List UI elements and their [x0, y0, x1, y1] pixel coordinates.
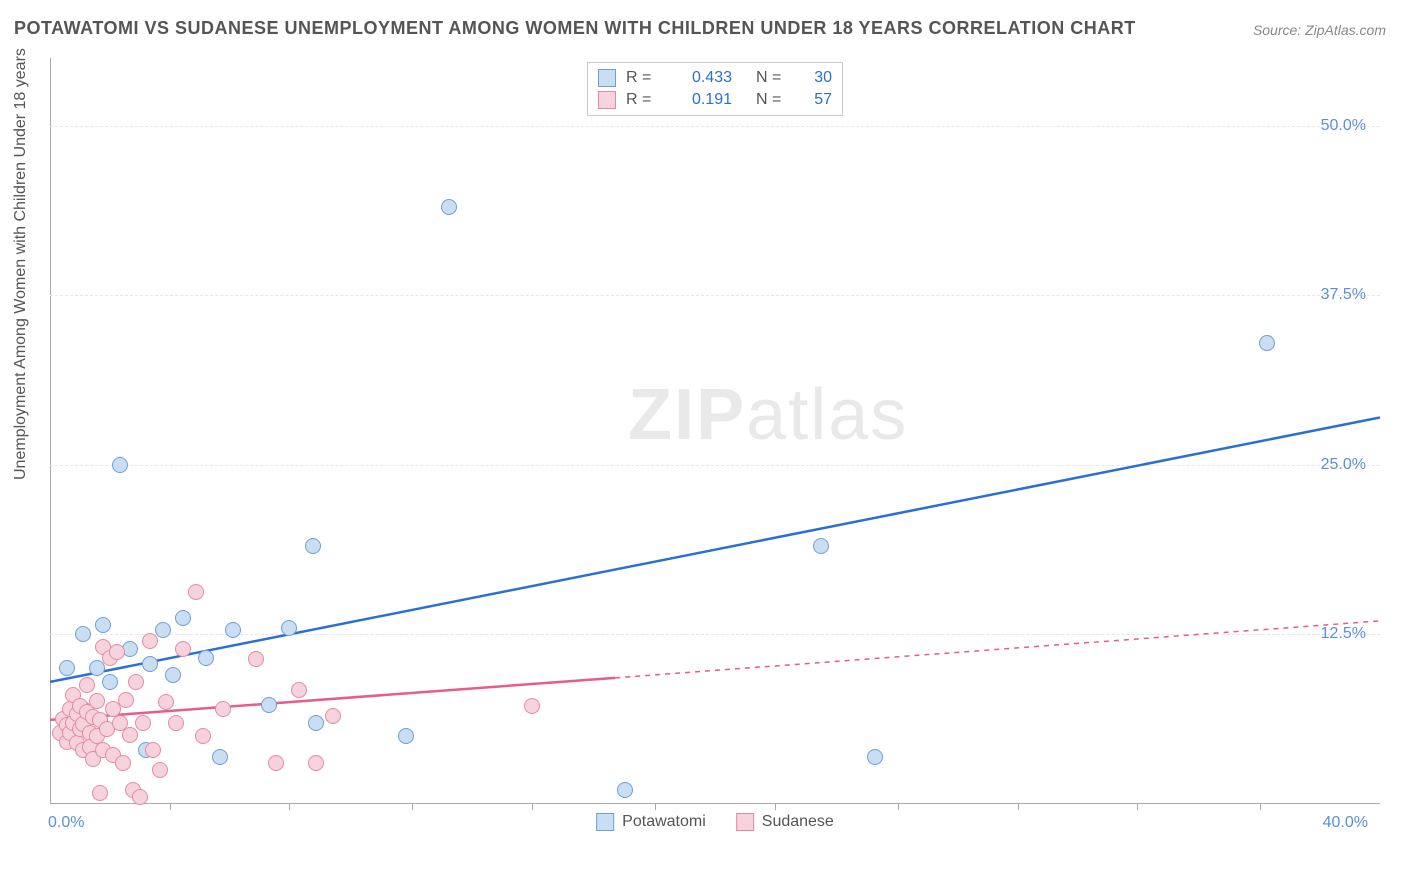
gridline	[50, 295, 1380, 296]
data-point-potawatomi	[867, 749, 883, 765]
data-point-sudanese	[132, 789, 148, 805]
legend-row-sudanese: R = 0.191 N = 57	[598, 89, 832, 111]
x-axis-line	[50, 803, 1380, 804]
legend-label-sudanese: Sudanese	[762, 813, 834, 831]
correlation-legend: R = 0.433 N = 30 R = 0.191 N = 57	[587, 62, 843, 116]
data-point-sudanese	[325, 708, 341, 724]
data-point-potawatomi	[112, 457, 128, 473]
gridline	[50, 126, 1380, 127]
x-tick	[170, 804, 171, 810]
data-point-potawatomi	[308, 715, 324, 731]
data-point-sudanese	[268, 755, 284, 771]
legend-item-sudanese: Sudanese	[736, 813, 834, 831]
data-point-sudanese	[109, 644, 125, 660]
data-point-sudanese	[524, 698, 540, 714]
data-point-potawatomi	[95, 617, 111, 633]
x-tick	[1260, 804, 1261, 810]
data-point-potawatomi	[142, 656, 158, 672]
data-point-potawatomi	[165, 667, 181, 683]
swatch-sudanese	[598, 91, 616, 109]
x-tick	[1018, 804, 1019, 810]
data-point-sudanese	[175, 641, 191, 657]
watermark: ZIPatlas	[628, 374, 908, 456]
r-value-potawatomi: 0.433	[672, 69, 732, 87]
data-point-sudanese	[89, 693, 105, 709]
data-point-potawatomi	[281, 620, 297, 636]
data-point-sudanese	[195, 728, 211, 744]
y-axis-label: Unemployment Among Women with Children U…	[12, 48, 30, 480]
data-point-potawatomi	[198, 650, 214, 666]
n-value-potawatomi: 30	[802, 69, 832, 87]
x-tick	[655, 804, 656, 810]
data-point-sudanese	[152, 762, 168, 778]
n-label: N =	[756, 91, 792, 109]
data-point-potawatomi	[305, 538, 321, 554]
data-point-sudanese	[135, 715, 151, 731]
legend-label-potawatomi: Potawatomi	[622, 813, 706, 831]
data-point-sudanese	[168, 715, 184, 731]
data-point-potawatomi	[1259, 335, 1275, 351]
data-point-potawatomi	[59, 660, 75, 676]
data-point-sudanese	[128, 674, 144, 690]
data-point-sudanese	[122, 727, 138, 743]
r-label: R =	[626, 91, 662, 109]
data-point-sudanese	[215, 701, 231, 717]
swatch-potawatomi	[598, 69, 616, 87]
x-axis-min-label: 0.0%	[48, 814, 84, 832]
data-point-potawatomi	[617, 782, 633, 798]
data-point-sudanese	[248, 651, 264, 667]
x-tick	[289, 804, 290, 810]
data-point-sudanese	[115, 755, 131, 771]
gridline	[50, 634, 1380, 635]
plot-area: ZIPatlas 12.5% 25.0% 37.5% 50.0% 0.0% 40.0%…	[50, 58, 1380, 834]
y-tick-label: 37.5%	[1321, 286, 1366, 304]
x-tick	[532, 804, 533, 810]
x-tick	[412, 804, 413, 810]
data-point-potawatomi	[261, 697, 277, 713]
gridline	[50, 465, 1380, 466]
n-value-sudanese: 57	[802, 91, 832, 109]
data-point-potawatomi	[75, 626, 91, 642]
x-tick	[1137, 804, 1138, 810]
data-point-sudanese	[291, 682, 307, 698]
data-point-sudanese	[308, 755, 324, 771]
swatch-sudanese-icon	[736, 813, 754, 831]
x-axis-max-label: 40.0%	[1323, 814, 1368, 832]
chart-title: POTAWATOMI VS SUDANESE UNEMPLOYMENT AMON…	[14, 18, 1136, 39]
y-tick-label: 25.0%	[1321, 456, 1366, 474]
data-point-sudanese	[158, 694, 174, 710]
x-tick	[898, 804, 899, 810]
data-point-potawatomi	[441, 199, 457, 215]
r-value-sudanese: 0.191	[672, 91, 732, 109]
y-tick-label: 50.0%	[1321, 117, 1366, 135]
legend-item-potawatomi: Potawatomi	[596, 813, 706, 831]
data-point-sudanese	[142, 633, 158, 649]
data-point-potawatomi	[89, 660, 105, 676]
data-point-potawatomi	[225, 622, 241, 638]
series-legend: Potawatomi Sudanese	[596, 813, 834, 831]
data-point-potawatomi	[212, 749, 228, 765]
data-point-potawatomi	[813, 538, 829, 554]
trend-lines	[50, 58, 1380, 834]
data-point-sudanese	[188, 584, 204, 600]
data-point-sudanese	[145, 742, 161, 758]
legend-row-potawatomi: R = 0.433 N = 30	[598, 67, 832, 89]
data-point-sudanese	[92, 785, 108, 801]
y-tick-label: 12.5%	[1321, 625, 1366, 643]
data-point-potawatomi	[102, 674, 118, 690]
data-point-sudanese	[118, 692, 134, 708]
n-label: N =	[756, 69, 792, 87]
source-attribution: Source: ZipAtlas.com	[1253, 22, 1386, 38]
swatch-potawatomi-icon	[596, 813, 614, 831]
data-point-sudanese	[79, 677, 95, 693]
x-tick	[775, 804, 776, 810]
data-point-potawatomi	[155, 622, 171, 638]
r-label: R =	[626, 69, 662, 87]
data-point-potawatomi	[175, 610, 191, 626]
y-axis-line	[50, 58, 51, 804]
data-point-potawatomi	[398, 728, 414, 744]
